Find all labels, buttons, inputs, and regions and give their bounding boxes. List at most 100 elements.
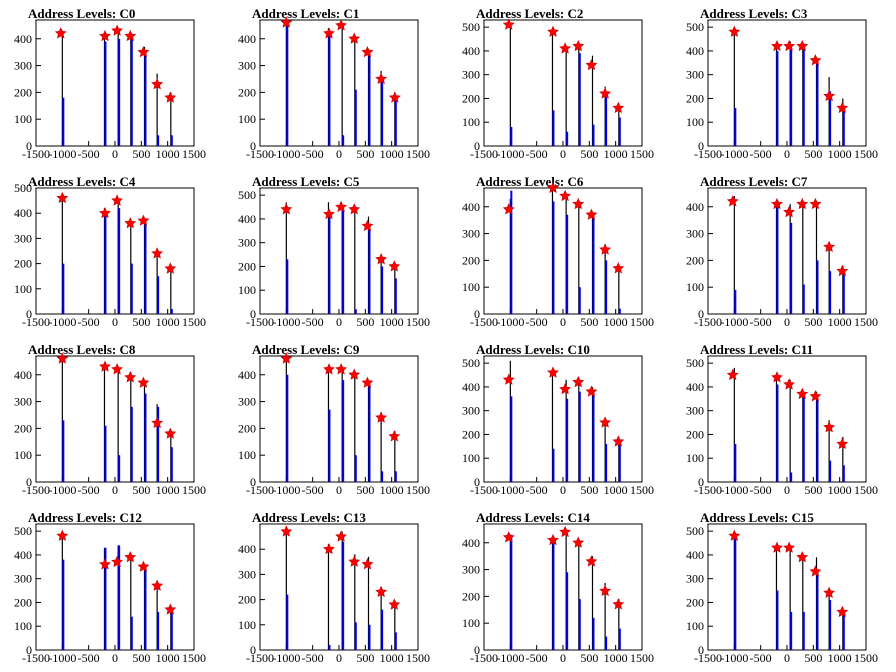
peak-marker — [111, 24, 123, 36]
y-tick-label: 400 — [238, 368, 256, 382]
peak-marker — [137, 214, 150, 226]
y-tick-label: 200 — [462, 589, 480, 603]
y-tick-label: 200 — [462, 253, 480, 267]
y-tick-label: 200 — [686, 253, 704, 267]
x-tick-label: 500 — [580, 315, 598, 329]
peak-marker — [796, 39, 809, 52]
x-tick-label: -500 — [302, 315, 324, 329]
y-tick-label: 200 — [686, 91, 704, 105]
peak-marker — [572, 39, 585, 52]
x-tick-label: -1000 — [272, 147, 300, 161]
panel-4: Address Levels: C40100200300400500-1500-… — [14, 174, 206, 329]
x-tick-label: 1000 — [380, 147, 404, 161]
x-tick-label: 0 — [784, 651, 790, 665]
y-tick-label: 300 — [686, 68, 704, 82]
peak-marker — [771, 541, 783, 553]
y-tick-label: 100 — [238, 618, 256, 632]
peak-marker — [809, 197, 822, 210]
x-tick-label: 1500 — [854, 147, 878, 161]
peak-marker — [559, 525, 571, 538]
peak-marker — [771, 197, 783, 210]
x-tick-label: 500 — [580, 651, 598, 665]
y-tick-label: 0 — [26, 139, 32, 153]
x-tick-label: 0 — [560, 315, 566, 329]
x-tick-label: 1500 — [406, 651, 430, 665]
y-tick-label: 200 — [14, 595, 32, 609]
y-tick-label: 400 — [686, 380, 704, 394]
x-tick-label: -1000 — [720, 315, 748, 329]
y-tick-label: 500 — [462, 356, 480, 370]
peak-marker — [796, 551, 809, 563]
peak-marker — [599, 584, 612, 597]
x-tick-label: -500 — [526, 315, 548, 329]
y-tick-label: 0 — [474, 307, 480, 321]
y-tick-label: 0 — [250, 643, 256, 657]
y-tick-label: 500 — [462, 20, 480, 34]
y-tick-label: 100 — [462, 616, 480, 630]
x-tick-label: -1500 — [246, 483, 274, 497]
x-tick-label: 500 — [132, 147, 150, 161]
x-tick-label: 500 — [356, 483, 374, 497]
x-tick-label: -500 — [750, 147, 772, 161]
x-tick-label: 0 — [560, 483, 566, 497]
peak-marker — [388, 91, 401, 103]
chart-title: Address Levels: C3 — [700, 6, 808, 21]
y-tick-label: 300 — [238, 567, 256, 581]
peak-marker — [375, 411, 388, 423]
x-tick-label: 1000 — [604, 483, 628, 497]
peak-marker — [151, 78, 164, 90]
peak-marker — [572, 536, 585, 548]
peak-marker — [375, 72, 388, 84]
y-tick-label: 500 — [686, 524, 704, 538]
x-tick-label: -1500 — [246, 315, 274, 329]
y-tick-label: 0 — [250, 139, 256, 153]
x-tick-label: -500 — [750, 651, 772, 665]
y-tick-label: 100 — [14, 112, 32, 126]
x-tick-label: -500 — [526, 147, 548, 161]
x-tick-label: 500 — [132, 315, 150, 329]
y-tick-label: 300 — [462, 563, 480, 577]
x-tick-label: 0 — [784, 147, 790, 161]
y-tick-label: 200 — [238, 85, 256, 99]
peak-marker — [771, 39, 783, 52]
y-tick-label: 300 — [462, 227, 480, 241]
x-tick-label: 1000 — [828, 315, 852, 329]
chart-title: Address Levels: C12 — [28, 510, 142, 525]
x-tick-label: -1000 — [272, 651, 300, 665]
x-tick-label: 1000 — [828, 651, 852, 665]
chart-title: Address Levels: C4 — [28, 174, 136, 189]
y-tick-label: 400 — [14, 32, 32, 46]
y-tick-label: 100 — [462, 451, 480, 465]
y-tick-label: 200 — [14, 85, 32, 99]
peak-marker — [323, 27, 335, 39]
y-tick-label: 500 — [686, 20, 704, 34]
x-tick-label: 0 — [112, 147, 118, 161]
x-tick-label: -1500 — [694, 315, 722, 329]
y-tick-label: 0 — [26, 643, 32, 657]
y-tick-label: 400 — [462, 44, 480, 58]
y-tick-label: 300 — [14, 395, 32, 409]
peak-marker — [164, 603, 177, 615]
y-tick-label: 100 — [238, 448, 256, 462]
peak-marker — [323, 363, 335, 375]
peak-marker — [361, 558, 374, 570]
peak-marker — [783, 205, 795, 218]
y-tick-label: 0 — [698, 643, 704, 657]
peak-marker — [56, 529, 69, 541]
x-tick-label: 1500 — [406, 483, 430, 497]
peak-marker — [502, 373, 515, 385]
panel-10: Address Levels: C10 0 100 200 300 400 500 -1500… — [462, 342, 654, 497]
peak-marker — [56, 352, 69, 364]
y-tick-label: 100 — [686, 451, 704, 465]
peak-marker — [164, 91, 177, 103]
peak-marker — [54, 27, 67, 39]
peak-marker — [612, 262, 625, 274]
y-tick-label: 200 — [462, 91, 480, 105]
y-tick-label: 400 — [238, 212, 256, 226]
y-tick-label: 400 — [462, 200, 480, 214]
x-tick-label: 1000 — [156, 483, 180, 497]
y-tick-label: 300 — [462, 68, 480, 82]
x-tick-label: 0 — [336, 147, 342, 161]
peak-marker — [111, 555, 123, 568]
x-tick-label: -1500 — [246, 147, 274, 161]
